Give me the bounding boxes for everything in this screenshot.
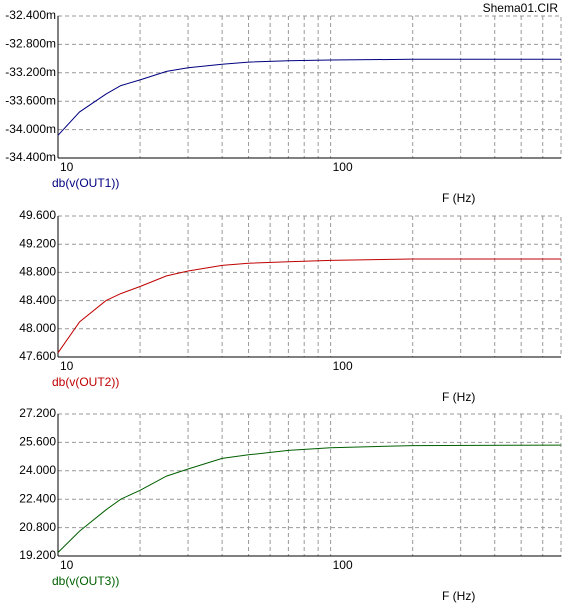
file-name: Shema01.CIR [483,1,559,15]
y-tick-label: 47.600 [19,349,56,363]
y-tick-label: 22.400 [19,491,56,505]
x-axis-label: F (Hz) [442,390,475,404]
y-tick-label: 20.800 [19,520,56,534]
data-line [57,444,562,553]
y-tick-label: 48.800 [19,265,56,279]
x-tick-label: 10 [60,558,74,572]
x-axis-label: F (Hz) [442,589,475,603]
y-tick-label: -33.600m [5,93,56,107]
y-tick-label: 48.000 [19,321,56,335]
x-tick-label: 100 [333,558,353,572]
x-tick-label: 10 [60,359,74,373]
y-tick-label: 48.400 [19,293,56,307]
y-tick-label: -32.800m [5,37,56,51]
data-line [57,58,561,136]
y-tick-label: 25.600 [19,435,56,449]
y-tick-label: -34.400m [5,150,56,164]
y-tick-label: -34.000m [5,122,56,136]
y-tick-label: 19.200 [19,548,56,562]
x-axis-label: F (Hz) [442,191,475,205]
y-tick-label: 49.600 [19,208,56,222]
plot-frame [57,215,562,358]
plot-frame [57,413,562,557]
plot-frame [57,15,562,159]
y-tick-label: -32.400m [5,8,56,22]
legend-label: db(v(OUT3)) [52,574,119,588]
y-tick-label: 27.200 [19,406,56,420]
x-tick-label: 10 [60,160,74,174]
x-tick-label: 100 [333,359,353,373]
legend-label: db(v(OUT2)) [52,375,119,389]
y-tick-label: -33.200m [5,65,56,79]
y-tick-label: 49.200 [19,236,56,250]
data-line [57,258,561,354]
y-tick-label: 24.000 [19,463,56,477]
legend-label: db(v(OUT1)) [52,176,119,190]
x-tick-label: 100 [333,160,353,174]
